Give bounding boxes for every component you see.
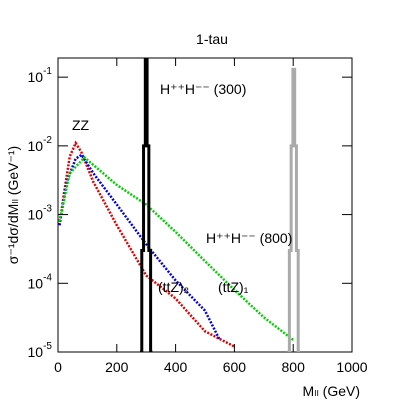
- y-tick-label: 10-1: [28, 66, 53, 85]
- y-tick-label: 10-3: [28, 204, 53, 223]
- y-axis-label: σ⁻¹dσ/dMₗₗ (GeV⁻¹): [5, 146, 21, 264]
- annotation: ZZ: [72, 117, 90, 133]
- plot-frame: [57, 57, 353, 353]
- y-tick-label: 10-4: [28, 272, 53, 291]
- x-tick-label: 800: [282, 359, 306, 375]
- plot-area: [58, 58, 300, 352]
- y-tick-base: 10: [28, 344, 44, 360]
- y-tick-label: 10-2: [28, 135, 53, 154]
- annotation: (ttZ)₁: [218, 279, 249, 295]
- series-line: [287, 67, 300, 352]
- y-tick-label: 10-5: [28, 341, 53, 360]
- x-tick-label: 0: [54, 359, 62, 375]
- annotation: H⁺⁺H⁻⁻ (300): [160, 81, 246, 97]
- series-line: [140, 58, 153, 352]
- y-tick-base: 10: [28, 69, 44, 85]
- x-tick-label: 400: [164, 359, 188, 375]
- y-tick-exponent: -2: [43, 135, 52, 146]
- annotation: H⁺⁺H⁻⁻ (800): [206, 230, 292, 246]
- series-line: [58, 155, 294, 341]
- y-tick-exponent: -4: [43, 272, 52, 283]
- annotation: (ttZ)₂: [158, 279, 189, 295]
- chart-title: 1-tau: [196, 31, 228, 47]
- x-tick-label: 200: [105, 359, 129, 375]
- y-tick-base: 10: [28, 275, 44, 291]
- y-tick-exponent: -3: [43, 204, 52, 215]
- x-tick-label: 1000: [336, 359, 367, 375]
- y-tick-base: 10: [28, 138, 44, 154]
- y-tick-exponent: -5: [43, 341, 52, 352]
- y-tick-base: 10: [28, 207, 44, 223]
- x-axis-label: Mₗₗ (GeV): [302, 383, 360, 399]
- x-tick-label: 600: [223, 359, 247, 375]
- series-line: [58, 153, 221, 341]
- y-tick-exponent: -1: [43, 66, 52, 77]
- series-line: [58, 140, 235, 348]
